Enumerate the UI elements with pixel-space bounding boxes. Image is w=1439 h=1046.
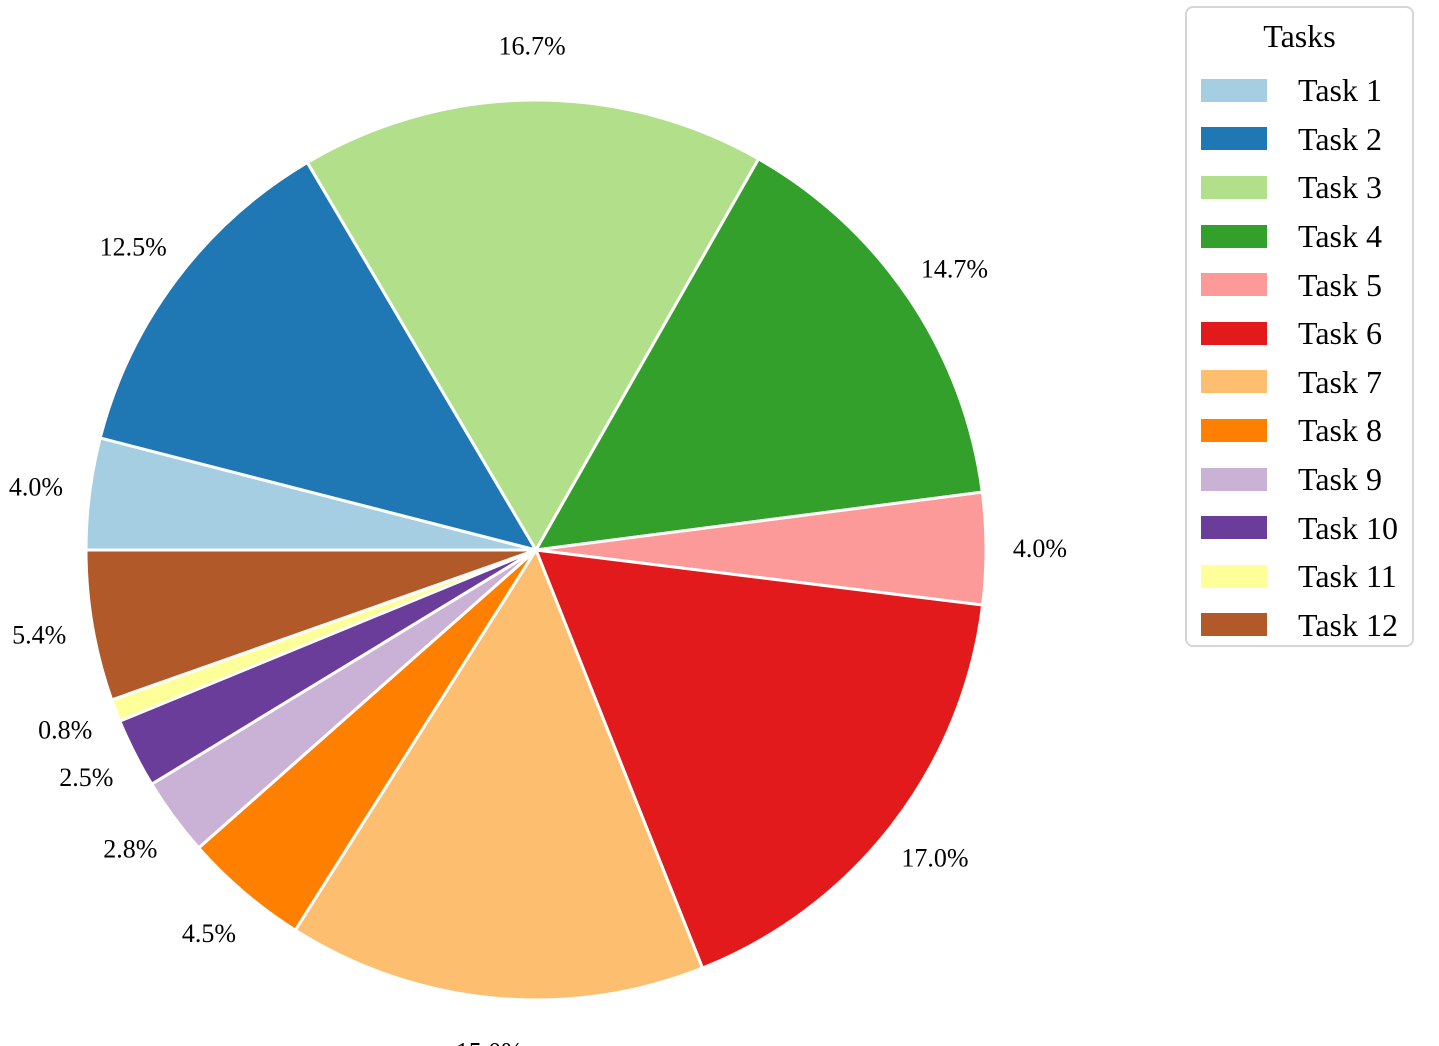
legend-label: Task 4: [1298, 218, 1382, 255]
legend-swatch: [1201, 273, 1267, 297]
legend-label: Task 10: [1298, 509, 1398, 546]
legend-swatch: [1201, 370, 1267, 394]
legend-item: Task 3: [1201, 163, 1412, 212]
legend-swatch: [1201, 78, 1267, 102]
legend-swatch: [1201, 516, 1267, 540]
pie-slice-task-6: [534, 548, 985, 970]
legend-item: Task 11: [1201, 552, 1412, 601]
legend-swatch: [1201, 321, 1267, 345]
legend-swatch: [1201, 175, 1267, 199]
legend-swatch: [1201, 127, 1267, 151]
legend-label: Task 11: [1298, 558, 1397, 595]
legend-label: Task 9: [1298, 461, 1382, 498]
legend-list: Task 1 Task 2 Task 3 Task 4 Task 5 Task 6 Task…: [1201, 66, 1412, 649]
pie-slice-task-4: [534, 157, 984, 552]
pct-label-task-4: 14.7%: [921, 255, 988, 284]
legend-item: Task 10: [1201, 503, 1412, 552]
pct-label-task-7: 15.0%: [456, 1037, 523, 1046]
legend-label: Task 6: [1298, 315, 1382, 352]
legend-item: Task 2: [1201, 115, 1412, 164]
legend-swatch: [1201, 564, 1267, 588]
pie-slice-task-12: [84, 548, 538, 702]
legend-label: Task 8: [1298, 412, 1382, 449]
pie-slice-task-7: [293, 548, 704, 1002]
pct-label-task-12: 5.4%: [12, 621, 66, 650]
pct-label-task-6: 17.0%: [901, 843, 968, 872]
legend-swatch: [1201, 613, 1267, 637]
legend-label: Task 7: [1298, 363, 1382, 400]
pie-slices: [84, 98, 988, 1002]
legend-item: Task 4: [1201, 212, 1412, 261]
pct-label-task-10: 2.5%: [59, 763, 113, 792]
legend-swatch: [1201, 224, 1267, 248]
legend-label: Task 2: [1298, 120, 1382, 157]
legend-swatch: [1201, 467, 1267, 491]
pct-label-task-1: 4.0%: [9, 472, 63, 501]
legend-item: Task 8: [1201, 406, 1412, 455]
pct-label-task-9: 2.8%: [103, 835, 157, 864]
legend: Tasks Task 1 Task 2 Task 3 Task 4 Task 5 Task…: [1185, 6, 1414, 647]
pie-percent-labels: 4.0% 12.5% 16.7% 14.7% 4.0% 17.0% 15.0% 4.5% 2.8…: [9, 32, 1067, 1046]
legend-item: Task 7: [1201, 358, 1412, 407]
legend-label: Task 1: [1298, 72, 1382, 109]
pie-slice-task-3: [305, 98, 761, 552]
legend-label: Task 12: [1298, 606, 1398, 643]
legend-label: Task 3: [1298, 169, 1382, 206]
legend-swatch: [1201, 418, 1267, 442]
legend-item: Task 1: [1201, 66, 1412, 115]
legend-title: Tasks: [1263, 18, 1336, 54]
pct-label-task-5: 4.0%: [1013, 534, 1067, 563]
pct-label-task-11: 0.8%: [38, 715, 92, 744]
legend-item: Task 9: [1201, 455, 1412, 504]
legend-item: Task 6: [1201, 309, 1412, 358]
legend-item: Task 12: [1201, 601, 1412, 650]
pct-label-task-8: 4.5%: [182, 919, 236, 948]
legend-label: Task 5: [1298, 266, 1382, 303]
pct-label-task-2: 12.5%: [100, 233, 167, 262]
pct-label-task-3: 16.7%: [498, 32, 565, 61]
legend-item: Task 5: [1201, 260, 1412, 309]
pie-slice-task-2: [98, 160, 538, 552]
